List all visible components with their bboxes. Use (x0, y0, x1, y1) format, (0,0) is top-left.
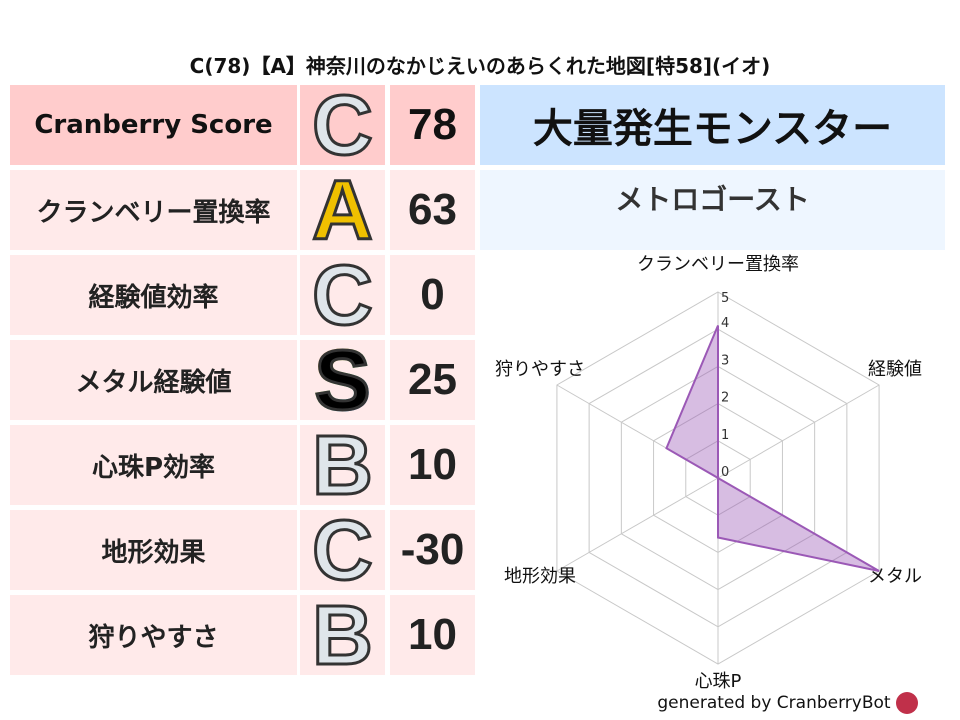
axis-label: 経験値 (868, 359, 922, 380)
grade-cell: S (300, 333, 385, 427)
tick-label: 5 (721, 291, 729, 306)
grade-cell: A (300, 163, 385, 257)
axis-label: クランベリー置換率 (637, 254, 799, 275)
grade-badge: A (311, 163, 375, 257)
row-label: 狩りやすさ (10, 595, 297, 675)
tick-label: 2 (721, 391, 729, 406)
grid-spoke (556, 477, 719, 572)
axis-label: メタル (868, 566, 922, 587)
footer-credit: generated by CranberryBot (657, 692, 918, 714)
row-label: メタル経験値 (10, 340, 297, 420)
grade-cell: B (300, 418, 385, 512)
axis-label: 狩りやすさ (495, 359, 585, 380)
grade-badge: B (311, 418, 375, 512)
row-value: 10 (390, 595, 475, 675)
radar-series (665, 325, 880, 572)
row-value: 0 (390, 255, 475, 335)
row-label: 心珠P効率 (10, 425, 297, 505)
row-value: -30 (390, 510, 475, 590)
grade-cell: C (300, 248, 385, 342)
page-title: C(78)【A】神奈川のなかじえいのあらくれた地図[特58](イオ) (189, 54, 771, 78)
row-label: 経験値効率 (10, 255, 297, 335)
row-value: 10 (390, 425, 475, 505)
row-value: 25 (390, 340, 475, 420)
tick-label: 1 (721, 428, 729, 443)
axis-label: 地形効果 (504, 566, 576, 587)
row-label: 地形効果 (10, 510, 297, 590)
cranberry-bot-icon (896, 692, 918, 714)
grade-cell: C (300, 503, 385, 597)
tick-label: 3 (721, 353, 729, 368)
tick-label: 0 (721, 465, 729, 480)
grade-cell: B (300, 588, 385, 682)
row-value: 78 (390, 85, 475, 165)
grade-badge: C (311, 503, 375, 597)
monster-header: 大量発生モンスター (480, 85, 945, 165)
footer-text: generated by CranberryBot (657, 693, 891, 713)
axis-label: 心珠P (695, 671, 742, 692)
grade-cell: C (300, 78, 385, 172)
grid-spoke (717, 384, 880, 479)
row-label: クランベリー置換率 (10, 170, 297, 250)
row-value: 63 (390, 170, 475, 250)
row-label: Cranberry Score (10, 85, 297, 165)
grade-badge: S (313, 333, 372, 427)
grade-badge: B (311, 588, 375, 682)
grade-badge: C (311, 78, 375, 172)
tick-label: 4 (721, 316, 729, 331)
monster-name: メトロゴースト (480, 170, 945, 250)
grade-badge: C (311, 248, 375, 342)
